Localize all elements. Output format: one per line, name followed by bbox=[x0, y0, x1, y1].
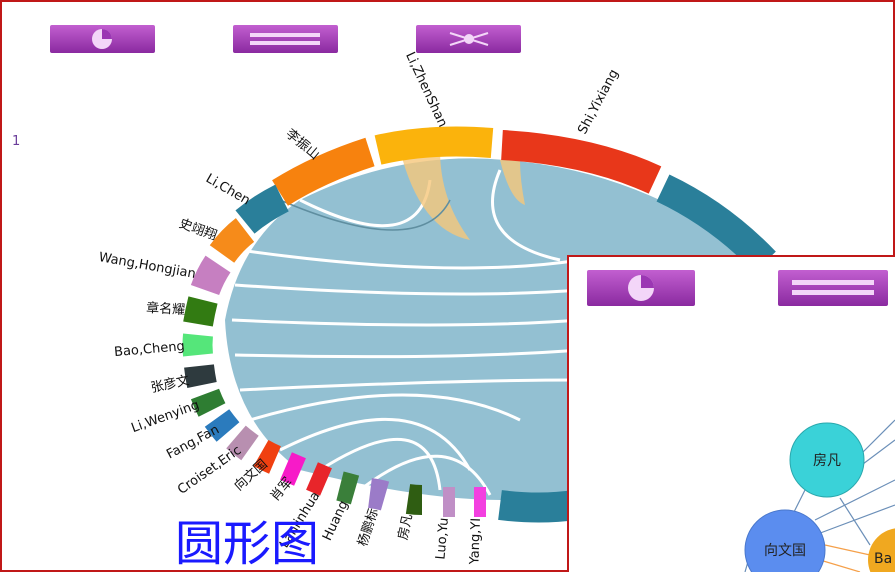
network-links bbox=[819, 544, 871, 572]
node-label: 房凡 bbox=[813, 453, 841, 469]
grid-button[interactable] bbox=[778, 270, 888, 306]
pie-button[interactable] bbox=[50, 25, 155, 53]
node-label: Ba bbox=[874, 551, 892, 567]
network-button[interactable] bbox=[416, 25, 521, 53]
node bbox=[789, 422, 865, 498]
node bbox=[868, 528, 895, 572]
grid-button[interactable] bbox=[233, 25, 338, 53]
label: Luo,Yu bbox=[433, 517, 452, 560]
panel-label: 1 bbox=[12, 134, 20, 149]
pie-button[interactable] bbox=[587, 270, 695, 306]
node-label: 向文国 bbox=[764, 543, 806, 559]
label: 张彦文 bbox=[149, 372, 190, 396]
overlay-panel: 房凡 向文国 Ba bbox=[567, 255, 895, 572]
node bbox=[744, 509, 826, 572]
caption: 圆形图 bbox=[175, 516, 319, 572]
label: 章名耀 bbox=[146, 300, 186, 318]
chord-arcs bbox=[182, 126, 776, 523]
label: Bao,Cheng bbox=[114, 339, 186, 360]
label: 房凡 bbox=[395, 513, 416, 542]
label: Yang,YI bbox=[467, 518, 484, 566]
